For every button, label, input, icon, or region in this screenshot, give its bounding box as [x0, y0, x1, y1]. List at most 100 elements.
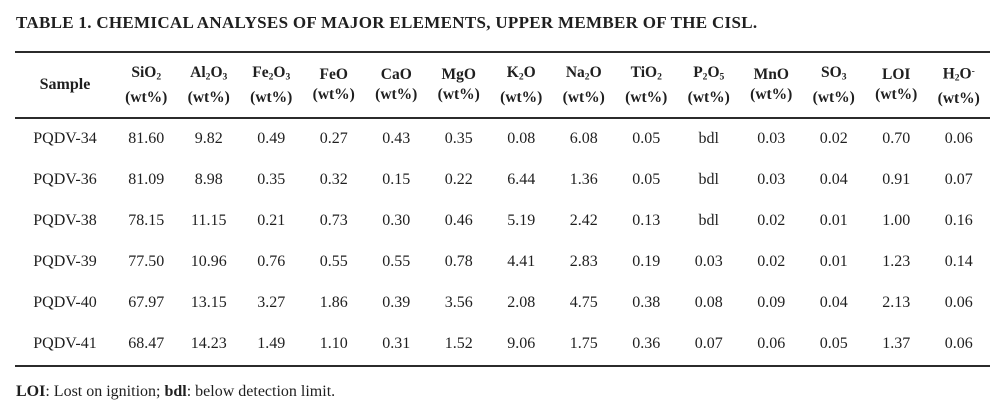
value-cell: 0.06	[944, 294, 973, 312]
value-cell: 0.32	[319, 171, 348, 189]
unit-label: (wt%)	[750, 86, 793, 104]
value-cell: 0.30	[382, 212, 411, 230]
value-cell: 0.06	[944, 130, 973, 148]
value-cell: 9.82	[194, 130, 223, 148]
value-cell: 10.96	[190, 253, 227, 271]
unit-label: (wt%)	[125, 88, 168, 106]
value-cell: 1.49	[257, 335, 286, 353]
oxide-formula: Na2O	[565, 64, 602, 83]
unit-label: (wt%)	[937, 89, 980, 107]
value-cell: 0.73	[319, 212, 348, 230]
unit-label: (wt%)	[500, 88, 543, 106]
column-header: TiO2 (wt%)	[615, 52, 678, 118]
value-cell: 0.78	[444, 253, 473, 271]
footnote-term: bdl	[164, 382, 187, 400]
value-cell: 0.91	[882, 171, 911, 189]
value-cell: 2.08	[507, 294, 536, 312]
unit-label: (wt%)	[625, 88, 668, 106]
column-header: Al2O3 (wt%)	[178, 52, 241, 118]
column-header: MgO (wt%)	[428, 52, 491, 118]
value-cell: 0.15	[382, 171, 411, 189]
header-row: Sample SiO2 (wt%) Al2O3 (wt%) Fe2O3 (wt%) FeO (w…	[15, 52, 990, 118]
value-cell: 1.23	[882, 253, 911, 271]
sample-cell: PQDV-39	[33, 253, 97, 271]
unit-label: (wt%)	[562, 88, 605, 106]
value-cell: 0.43	[382, 130, 411, 148]
value-cell: 1.75	[569, 335, 598, 353]
value-cell: 8.98	[194, 171, 223, 189]
oxide-formula: SiO2	[131, 64, 162, 83]
table-row: PQDV-40 67.97 13.15 3.27 1.86 0.39 3.56 2.08 4.7…	[15, 283, 990, 324]
value-cell: 0.03	[757, 171, 786, 189]
value-cell: 1.52	[444, 335, 473, 353]
value-cell: 0.02	[819, 130, 848, 148]
oxide-formula: LOI	[882, 66, 911, 84]
value-cell: 9.06	[507, 335, 536, 353]
sample-cell: PQDV-36	[33, 171, 97, 189]
value-cell: 0.08	[694, 294, 723, 312]
column-header-sample: Sample	[39, 76, 91, 94]
value-cell: 4.75	[569, 294, 598, 312]
oxide-formula: Fe2O3	[252, 64, 291, 83]
value-cell: 0.05	[819, 335, 848, 353]
oxide-formula: H2O-	[942, 65, 975, 84]
value-cell: 0.13	[632, 212, 661, 230]
value-cell: 0.03	[757, 130, 786, 148]
value-cell: 0.04	[819, 171, 848, 189]
value-cell: 1.36	[569, 171, 598, 189]
value-cell: 0.02	[757, 212, 786, 230]
value-cell: 1.37	[882, 335, 911, 353]
column-header: SO3 (wt%)	[803, 52, 866, 118]
value-cell: 0.55	[382, 253, 411, 271]
value-cell: 0.38	[632, 294, 661, 312]
value-cell: 0.02	[757, 253, 786, 271]
value-cell: 0.07	[944, 171, 973, 189]
unit-label: (wt%)	[250, 88, 293, 106]
value-cell: 0.01	[819, 212, 848, 230]
sample-cell: PQDV-41	[33, 335, 97, 353]
value-cell: 14.23	[190, 335, 227, 353]
oxide-formula: FeO	[319, 66, 348, 84]
column-header: Na2O (wt%)	[553, 52, 616, 118]
value-cell: 13.15	[190, 294, 227, 312]
value-cell: 0.08	[507, 130, 536, 148]
value-cell: 81.60	[128, 130, 165, 148]
value-cell: 0.21	[257, 212, 286, 230]
value-cell: 0.35	[257, 171, 286, 189]
chemical-analyses-table: Sample SiO2 (wt%) Al2O3 (wt%) Fe2O3 (wt%) FeO (w…	[15, 51, 990, 367]
value-cell: 5.19	[507, 212, 536, 230]
value-cell: 0.76	[257, 253, 286, 271]
oxide-formula: K2O	[506, 64, 536, 83]
sample-cell: PQDV-34	[33, 130, 97, 148]
value-cell: 1.00	[882, 212, 911, 230]
value-cell: 11.15	[191, 212, 227, 230]
table-row: PQDV-38 78.15 11.15 0.21 0.73 0.30 0.46 5.19 2.4…	[15, 201, 990, 242]
table-title: TABLE 1. CHEMICAL ANALYSES OF MAJOR ELEM…	[16, 13, 758, 32]
value-cell: 68.47	[128, 335, 165, 353]
unit-label: (wt%)	[312, 86, 355, 104]
value-cell: bdl	[698, 171, 719, 189]
unit-label: (wt%)	[437, 86, 480, 104]
value-cell: 0.49	[257, 130, 286, 148]
footnote-term: LOI	[16, 382, 46, 400]
value-cell: 0.19	[632, 253, 661, 271]
value-cell: 0.70	[882, 130, 911, 148]
oxide-formula: CaO	[380, 66, 412, 84]
value-cell: 0.05	[632, 130, 661, 148]
footnote-text: : Lost on ignition;	[45, 382, 165, 400]
sample-cell: PQDV-38	[33, 212, 97, 230]
table-row: PQDV-36 81.09 8.98 0.35 0.32 0.15 0.22 6.44 1.36…	[15, 160, 990, 201]
unit-label: (wt%)	[375, 86, 418, 104]
value-cell: 0.22	[444, 171, 473, 189]
value-cell: 0.05	[632, 171, 661, 189]
unit-label: (wt%)	[187, 88, 230, 106]
column-header: MnO (wt%)	[740, 52, 803, 118]
value-cell: 0.36	[632, 335, 661, 353]
column-header: LOI (wt%)	[865, 52, 928, 118]
value-cell: 0.55	[319, 253, 348, 271]
value-cell: 67.97	[128, 294, 165, 312]
unit-label: (wt%)	[875, 86, 918, 104]
oxide-formula: Al2O3	[190, 64, 228, 83]
table-row: PQDV-41 68.47 14.23 1.49 1.10 0.31 1.52 9.06 1.7…	[15, 324, 990, 366]
footnote-text: : below detection limit.	[186, 382, 336, 400]
